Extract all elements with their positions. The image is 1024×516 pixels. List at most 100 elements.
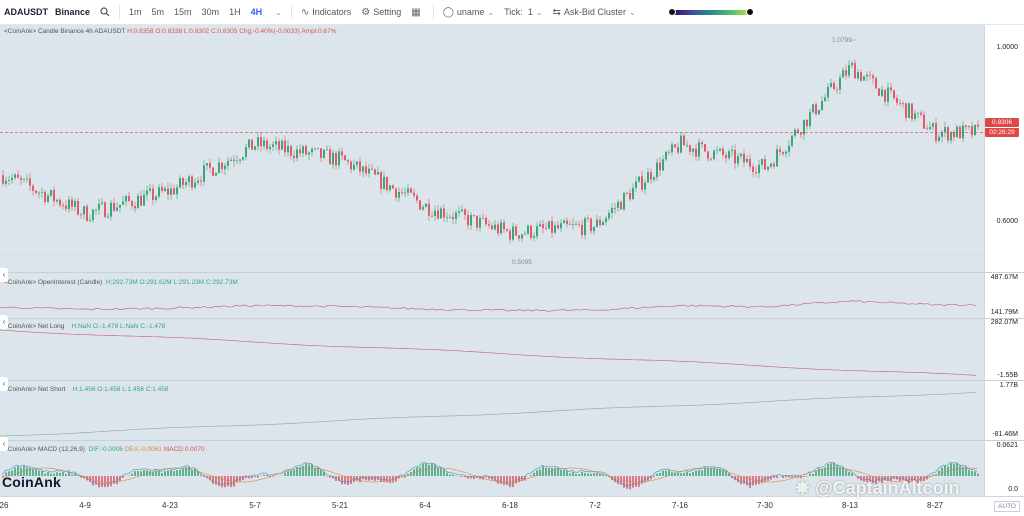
slider-handle-right[interactable]: [745, 7, 754, 16]
candle-body: [371, 168, 373, 170]
setting-label: Setting: [373, 7, 402, 17]
auto-scale-button[interactable]: AUTO: [994, 501, 1020, 512]
candle-high: H:0.8358: [127, 28, 154, 35]
candle-body: [212, 167, 214, 176]
chevron-left-icon[interactable]: ‹: [0, 315, 8, 329]
macd-histogram-bar: [443, 469, 445, 476]
interval-4h[interactable]: 4H: [250, 7, 263, 17]
macd-histogram-bar: [776, 476, 778, 479]
candle-body: [818, 109, 820, 115]
macd-histogram-bar: [767, 476, 769, 481]
pane-divider[interactable]: [0, 440, 1024, 441]
chevron-left-icon[interactable]: ‹: [0, 377, 8, 391]
oi-legend: <CoinAnk> OpenInterest (Candle) H:292.73…: [4, 279, 238, 286]
macd-histogram-bar: [197, 471, 199, 476]
candle-body: [785, 151, 787, 154]
candle-body: [506, 229, 508, 231]
pane-divider[interactable]: [0, 380, 1024, 381]
macd-histogram-bar: [761, 476, 763, 484]
macd-histogram-bar: [956, 463, 958, 476]
time-axis-label: 8-13: [841, 501, 859, 510]
chevron-left-icon[interactable]: ‹: [0, 437, 8, 451]
macd-histogram-bar: [428, 464, 430, 476]
time-axis[interactable]: 26 4-9 4-23 5-7 5-21 6-4 6-18 7-2 7-16 7-30 8-13 8-…: [0, 496, 1024, 516]
setting-button[interactable]: ⚙ Setting: [356, 0, 406, 25]
macd-histogram-bar: [488, 476, 490, 479]
candle-body: [821, 101, 823, 110]
interval-1h[interactable]: 1H: [229, 7, 241, 17]
pane-divider[interactable]: [0, 318, 1024, 319]
time-axis-label: 4-23: [161, 501, 179, 510]
macd-histogram-bar: [971, 470, 973, 476]
macd-histogram-bar: [893, 476, 895, 480]
macd-histogram-bar: [176, 470, 178, 476]
macd-histogram-bar: [836, 465, 838, 476]
price-axis[interactable]: [984, 25, 1024, 496]
macd-histogram-bar: [362, 476, 364, 480]
heatmap-color-slider[interactable]: [667, 7, 754, 16]
symbol-label[interactable]: ADAUSDT: [4, 7, 48, 17]
macd-histogram-bar: [218, 476, 220, 487]
interval-dropdown[interactable]: ⌄: [267, 0, 287, 25]
macd-histogram-bar: [452, 474, 454, 476]
user-dropdown[interactable]: ◯ uname ⌄: [438, 0, 499, 25]
macd-histogram-bar: [629, 476, 631, 490]
indicators-button[interactable]: ∿ Indicators: [296, 0, 356, 25]
macd-histogram-bar: [710, 468, 712, 476]
layout-button[interactable]: ▦: [406, 0, 428, 25]
pane-divider[interactable]: [0, 272, 1024, 273]
candle-body: [716, 150, 718, 152]
macd-histogram-bar: [569, 473, 571, 476]
candle-body: [437, 210, 439, 219]
macd-histogram-bar: [71, 474, 73, 476]
candle-body: [815, 104, 817, 115]
interval-15m[interactable]: 15m: [174, 7, 192, 17]
candle-body: [773, 163, 775, 167]
candle-body: [47, 195, 49, 202]
macd-histogram-bar: [182, 468, 184, 476]
chevron-left-icon[interactable]: ‹: [0, 268, 8, 282]
candle-body: [827, 86, 829, 98]
macd-histogram-bar: [965, 466, 967, 476]
candle-body: [356, 161, 358, 165]
macd-histogram-bar: [215, 476, 217, 485]
interval-1m[interactable]: 1m: [129, 7, 142, 17]
candle-body: [113, 202, 115, 211]
exchange-label[interactable]: Binance: [55, 7, 91, 17]
candle-body: [308, 152, 310, 155]
macd-histogram-bar: [503, 476, 505, 486]
chart-area[interactable]: [0, 25, 984, 496]
candle-change: Chg:-0.40%(-0.0033): [239, 28, 300, 35]
candle-body: [245, 147, 247, 158]
candle-body: [101, 202, 103, 204]
tick-dropdown[interactable]: Tick: 1 ⌄: [499, 0, 547, 25]
indicators-label: Indicators: [312, 7, 352, 17]
macd-histogram-bar: [668, 470, 670, 476]
candle-body: [731, 149, 733, 152]
macd-histogram-bar: [302, 465, 304, 476]
macd-histogram-bar: [941, 467, 943, 476]
macd-histogram-bar: [152, 472, 154, 476]
macd-histogram-bar: [62, 472, 64, 476]
interval-30m[interactable]: 30m: [201, 7, 220, 17]
oi-legend-title: <CoinAnk> OpenInterest (Candle): [4, 279, 103, 286]
open-interest-line: [0, 300, 977, 312]
macd-histogram-bar: [185, 467, 187, 476]
candle-body: [923, 114, 925, 129]
candle-body: [407, 188, 409, 193]
candle-countdown: 02:26:29: [985, 128, 1019, 137]
candle-body: [239, 159, 241, 161]
slider-handle-left[interactable]: [667, 7, 676, 16]
candle-body: [521, 234, 523, 239]
candle-body: [26, 178, 28, 180]
macd-histogram-bar: [698, 470, 700, 476]
candle-body: [449, 216, 451, 218]
cluster-dropdown[interactable]: ⇆ Ask-Bid Cluster ⌄: [548, 0, 641, 25]
candle-body: [866, 74, 868, 77]
macd-histogram-bar: [92, 476, 94, 486]
interval-5m[interactable]: 5m: [151, 7, 165, 17]
candle-body: [467, 214, 469, 226]
search-icon[interactable]: [95, 0, 115, 25]
tick-label: Tick:: [504, 7, 523, 17]
macd-histogram-bar: [935, 474, 937, 476]
